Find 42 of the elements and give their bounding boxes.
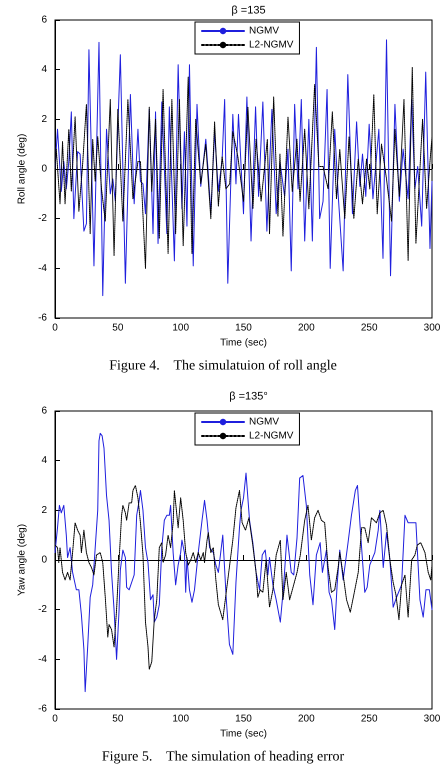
- y-tick-label: -2: [38, 604, 48, 616]
- x-axis-title: Time (sec): [220, 728, 267, 740]
- chart-title: β =135°: [229, 390, 268, 402]
- x-tick-label: 300: [424, 714, 441, 724]
- legend-label: NGMV: [249, 416, 280, 428]
- y-tick-label: 4: [41, 455, 48, 466]
- line-series: [54, 432, 432, 692]
- y-tick-label: -6: [38, 312, 48, 324]
- chart-title: β =135: [231, 4, 266, 16]
- x-tick-label: 200: [298, 322, 316, 334]
- y-tick-label: 6: [41, 14, 48, 26]
- y-tick-label: -6: [38, 704, 48, 714]
- y-tick-label: 0: [41, 164, 48, 174]
- x-tick-label: 150: [235, 322, 252, 334]
- y-tick-label: -4: [38, 262, 48, 274]
- x-tick-label: 300: [424, 322, 441, 334]
- x-tick-label: 200: [298, 714, 316, 724]
- legend-label: NGMV: [249, 26, 280, 36]
- y-tick-label: 0: [41, 554, 48, 566]
- line-series: [54, 39, 432, 296]
- x-axis-title: Time (sec): [220, 338, 267, 348]
- x-tick-label: 100: [172, 322, 190, 334]
- y-tick-label: -2: [38, 213, 48, 224]
- y-tick-label: 6: [41, 406, 48, 416]
- x-tick-label: 250: [360, 322, 378, 334]
- x-tick-label: 50: [112, 714, 124, 724]
- legend-label: L2-NGMV: [249, 430, 294, 442]
- legend-label: L2-NGMV: [249, 40, 294, 50]
- x-tick-label: 0: [52, 714, 58, 724]
- caption: Figure 5. The simulation of heading error: [102, 750, 345, 764]
- x-tick-label: 150: [235, 714, 252, 724]
- caption: Figure 4. The simulatuion of roll angle: [109, 358, 337, 374]
- y-axis-title: Roll angle (deg): [16, 134, 28, 204]
- x-tick-label: 250: [360, 714, 378, 724]
- y-axis-title: Yaw angle (deg): [16, 524, 28, 596]
- y-tick-label: 2: [41, 504, 48, 516]
- x-tick-label: 0: [52, 322, 58, 334]
- y-tick-label: 4: [41, 64, 48, 76]
- y-tick-label: 2: [41, 114, 48, 125]
- x-tick-label: 100: [172, 714, 190, 724]
- y-tick-label: -4: [38, 654, 48, 665]
- x-tick-label: 50: [112, 322, 124, 334]
